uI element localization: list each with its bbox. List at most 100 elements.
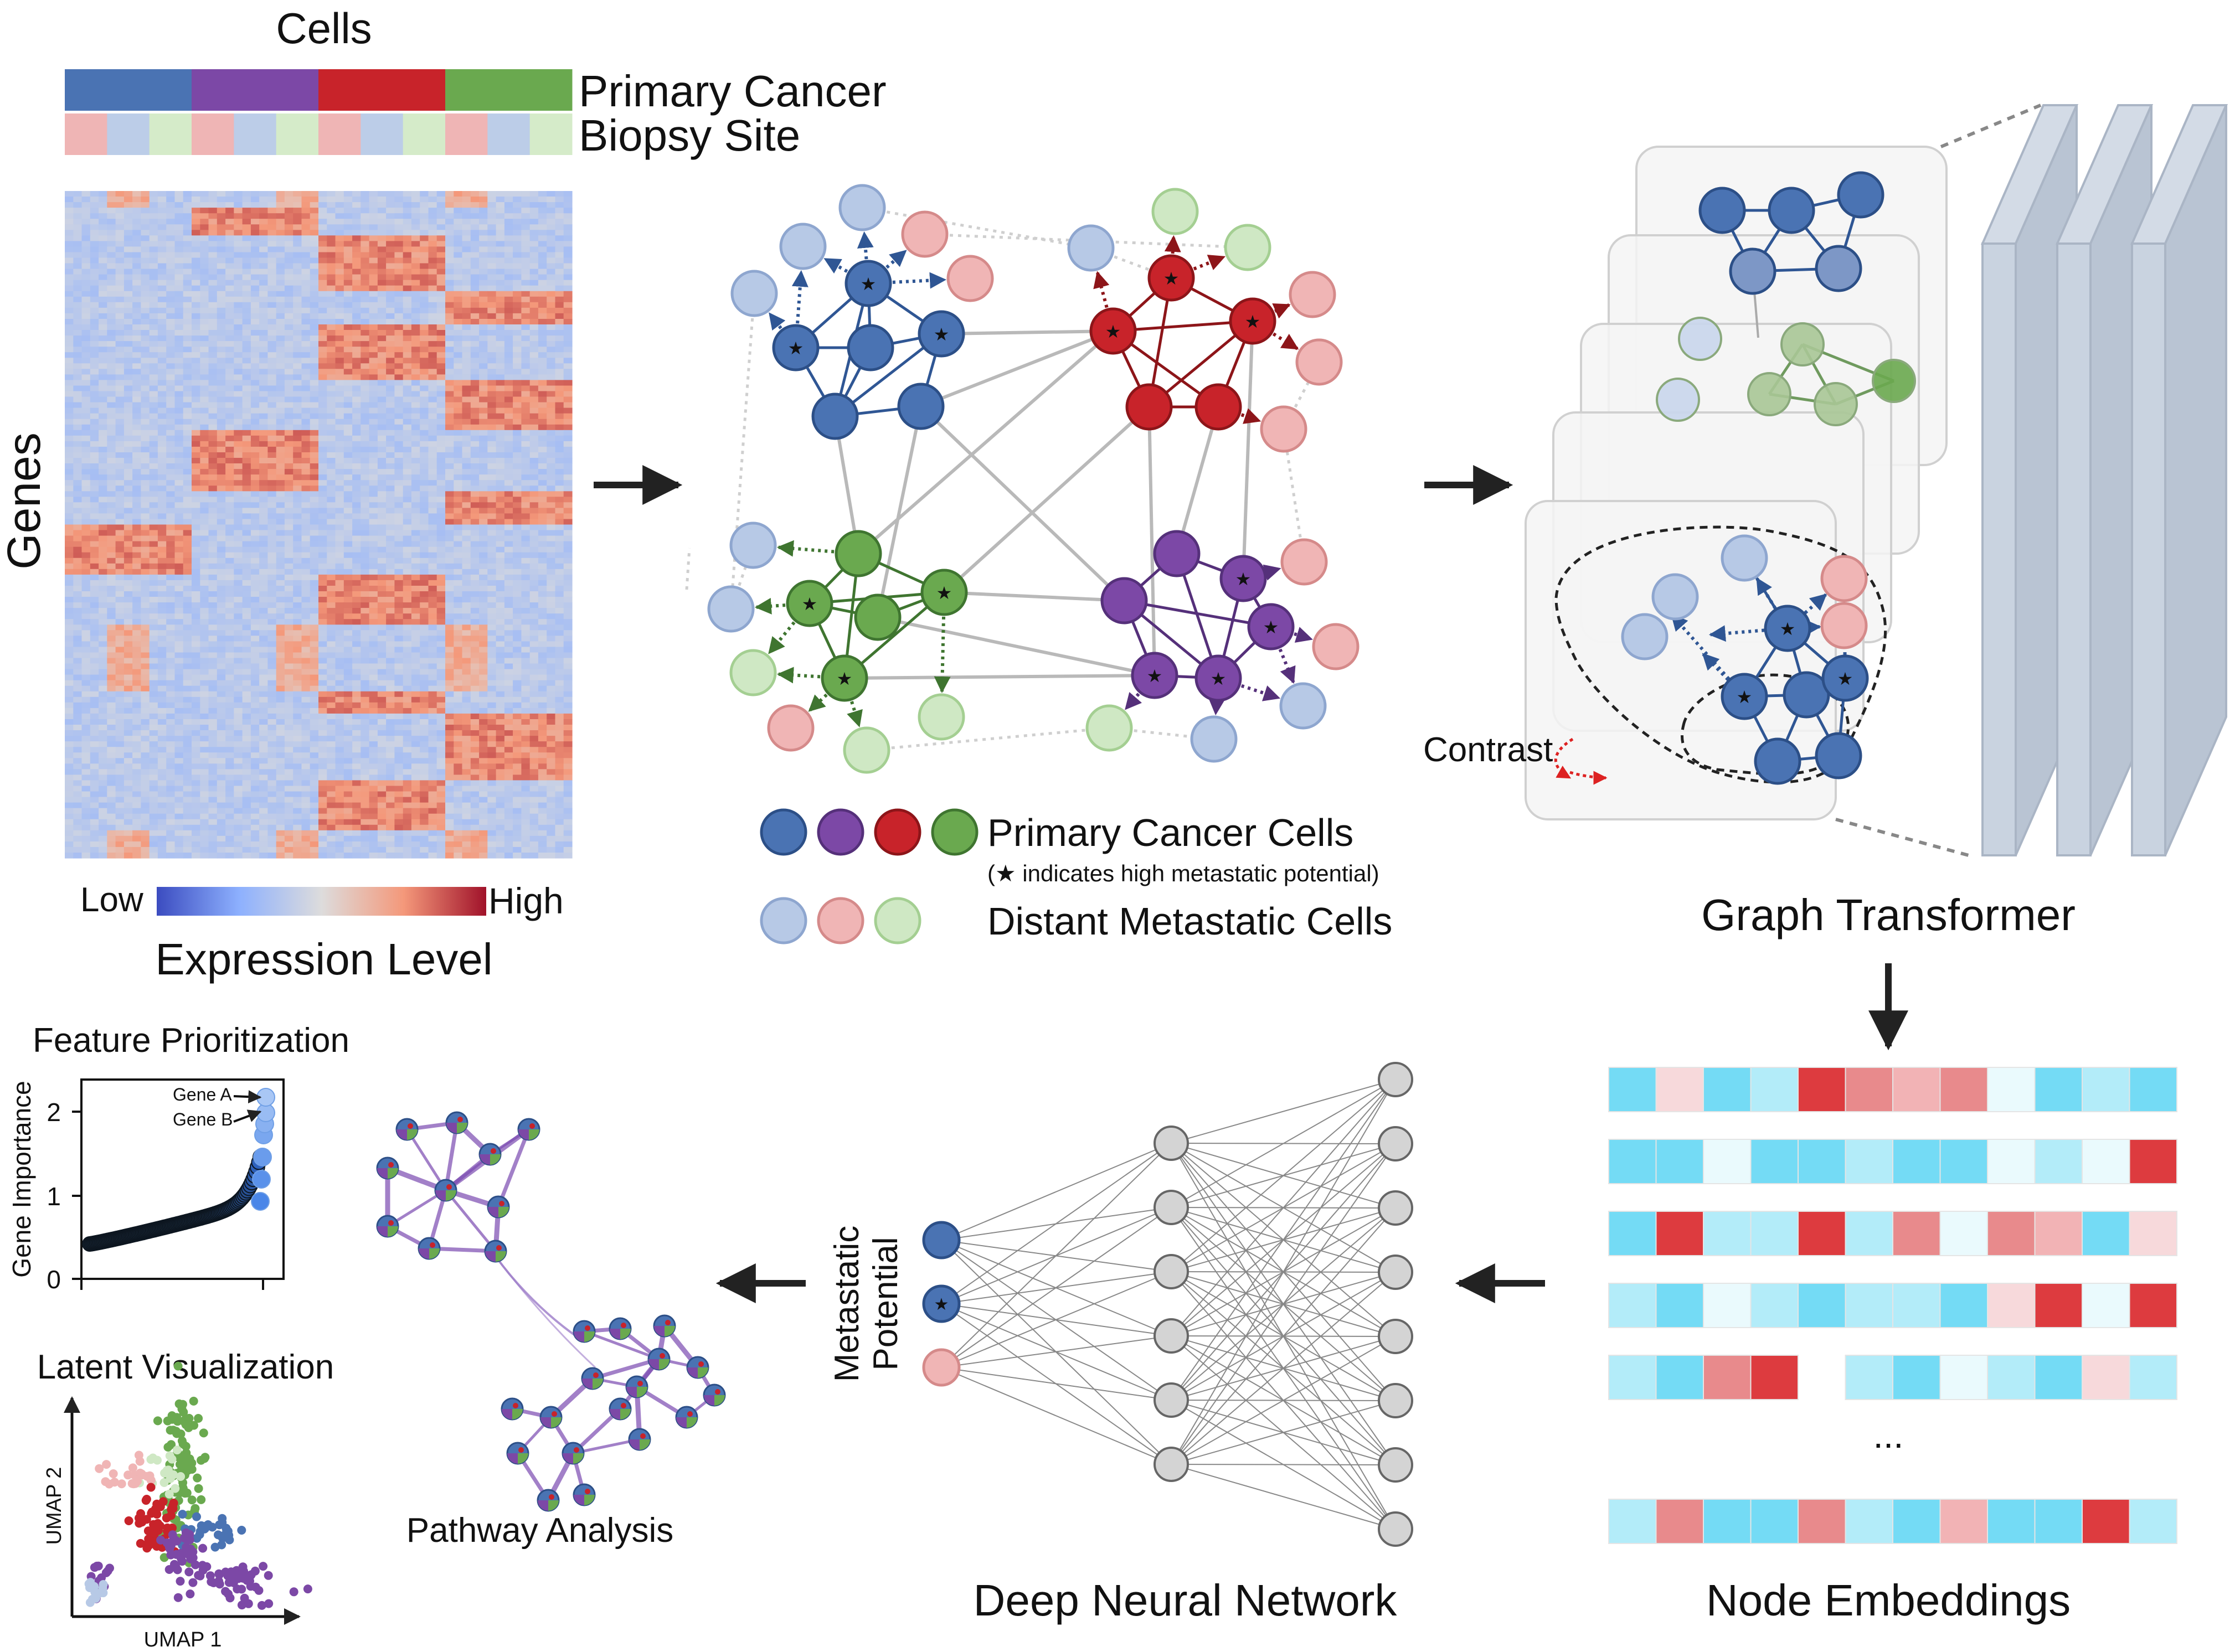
heatmap-cell [166, 296, 176, 303]
heatmap-cell [487, 636, 497, 642]
heatmap-cell [420, 513, 429, 519]
heatmap-cell [555, 497, 564, 503]
heatmap-cell [73, 424, 83, 431]
heatmap-cell [107, 630, 116, 636]
heatmap-cell [352, 219, 361, 225]
heatmap-cell [267, 435, 277, 442]
heatmap-cell [242, 574, 251, 581]
heatmap-cell [293, 208, 302, 214]
heatmap-cell [157, 213, 167, 219]
heatmap-cell [462, 541, 471, 548]
heatmap-cell [242, 480, 251, 486]
heatmap-cell [343, 597, 353, 603]
heatmap-cell [521, 502, 531, 508]
heatmap-cell [462, 441, 471, 447]
heatmap-cell [284, 202, 293, 208]
heatmap-cell [301, 446, 311, 453]
heatmap-cell [250, 324, 260, 331]
heatmap-cell [242, 374, 251, 380]
heatmap-cell [504, 563, 513, 570]
heatmap-cell [343, 313, 353, 319]
heatmap-cell [192, 502, 200, 508]
heatmap-cell [141, 446, 150, 453]
heatmap-cell [217, 407, 226, 414]
heatmap-cell [157, 619, 167, 625]
heatmap-cell [99, 213, 107, 219]
heatmap-cell [420, 519, 429, 525]
heatmap-cell [276, 269, 285, 275]
heatmap-cell [149, 213, 158, 219]
heatmap-cell [267, 358, 277, 364]
heatmap-cell [327, 435, 336, 442]
heatmap-cell [192, 269, 200, 275]
heatmap-cell [436, 624, 446, 631]
heatmap-cell [90, 519, 99, 525]
heatmap-cell [420, 402, 429, 409]
heatmap-cell [225, 241, 234, 247]
heatmap-cell [343, 508, 353, 514]
heatmap-cell [504, 374, 513, 380]
heatmap-cell [343, 291, 353, 297]
heatmap-cell [369, 319, 378, 325]
heatmap-cell [267, 419, 277, 425]
heatmap-cell [166, 307, 176, 314]
heatmap-cell [115, 480, 125, 486]
heatmap-cell [200, 591, 209, 597]
heatmap-cell [394, 319, 404, 325]
heatmap-cell [521, 513, 531, 519]
heatmap-cell [149, 419, 158, 425]
heatmap-cell [318, 480, 327, 486]
heatmap-cell [284, 424, 293, 431]
heatmap-cell [470, 458, 480, 464]
heatmap-cell [361, 474, 370, 481]
heatmap-cell [352, 463, 361, 469]
heatmap-cell [115, 241, 125, 247]
heatmap-cell [81, 219, 91, 225]
heatmap-cell [192, 191, 200, 197]
heatmap-cell [123, 630, 133, 636]
heatmap-cell [107, 369, 116, 375]
heatmap-cell [555, 252, 564, 259]
heatmap-cell [200, 469, 209, 475]
heatmap-cell [428, 608, 437, 614]
heatmap-cell [65, 641, 74, 647]
heatmap-cell [107, 552, 116, 559]
heatmap-cell [335, 374, 344, 380]
heatmap-cell [200, 574, 209, 581]
heatmap-cell [132, 630, 141, 636]
heatmap-cell [487, 630, 497, 636]
heatmap-cell [521, 608, 531, 614]
heatmap-cell [403, 347, 412, 353]
heatmap-cell [547, 413, 556, 420]
heatmap-cell [284, 263, 293, 270]
heatmap-cell [335, 313, 344, 319]
heatmap-cell [547, 641, 556, 647]
heatmap-cell [90, 396, 99, 403]
heatmap-cell [157, 535, 167, 542]
heatmap-cell [377, 369, 387, 375]
heatmap-cell [310, 586, 319, 592]
heatmap-cell [81, 647, 91, 653]
heatmap-cell [343, 513, 353, 519]
heatmap-cell [377, 486, 387, 492]
heatmap-cell [411, 502, 420, 508]
heatmap-cell [73, 546, 83, 553]
heatmap-cell [454, 524, 463, 531]
heatmap-cell [234, 524, 243, 531]
heatmap-cell [149, 380, 158, 386]
heatmap-cell [462, 363, 471, 369]
heatmap-cell [267, 241, 277, 247]
heatmap-cell [479, 586, 488, 592]
heatmap-cell [234, 291, 243, 297]
heatmap-cell [200, 486, 209, 492]
heatmap-cell [513, 313, 522, 319]
heatmap-cell [90, 524, 99, 531]
heatmap-cell [99, 435, 107, 442]
heatmap-cell [73, 224, 83, 230]
heatmap-cell [276, 252, 285, 259]
heatmap-cell [361, 546, 370, 553]
heatmap-cell [470, 202, 480, 208]
heatmap-cell [234, 491, 243, 497]
heatmap-cell [183, 197, 192, 203]
heatmap-cell [420, 319, 429, 325]
